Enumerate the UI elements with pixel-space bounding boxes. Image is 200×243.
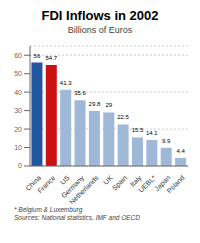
html-text:* Belgium & Luxemburg: * Belgium & Luxemburg	[14, 206, 83, 213]
svg-text:Netherlands: Netherlands	[68, 174, 100, 204]
svg-text:40: 40	[14, 89, 22, 96]
svg-text:4.4: 4.4	[176, 148, 185, 154]
svg-text:20: 20	[14, 126, 22, 133]
svg-text:30: 30	[14, 107, 22, 114]
svg-text:UK: UK	[102, 174, 114, 186]
svg-text:15.5: 15.5	[132, 127, 144, 133]
svg-text:29: 29	[105, 102, 112, 108]
svg-text:UEBL*: UEBL*	[137, 174, 157, 194]
svg-text:0: 0	[18, 162, 22, 169]
svg-text:Poland: Poland	[165, 174, 185, 194]
svg-text:56: 56	[34, 53, 41, 59]
svg-text:10: 10	[14, 144, 22, 151]
svg-text:France: France	[36, 174, 56, 194]
svg-text:41.3: 41.3	[60, 80, 72, 86]
svg-text:35.6: 35.6	[74, 90, 86, 96]
svg-text:22.5: 22.5	[117, 114, 129, 120]
svg-text:14.1: 14.1	[146, 130, 158, 136]
html-text:Sources: National statistics,: Sources: National statistics, IMF and OE…	[14, 214, 140, 221]
svg-text:54.7: 54.7	[45, 55, 57, 61]
svg-text:Spain: Spain	[111, 174, 129, 192]
svg-text:60: 60	[14, 52, 22, 59]
svg-text:9.9: 9.9	[162, 138, 171, 144]
svg-text:US: US	[59, 174, 71, 186]
html-text:Billions of Euros: Billions of Euros	[67, 25, 133, 35]
svg-text:China: China	[24, 174, 43, 192]
svg-text:50: 50	[14, 70, 22, 77]
svg-text:Japan: Japan	[153, 174, 172, 193]
html-text:FDI Inflows in 2002: FDI Inflows in 2002	[41, 8, 159, 23]
svg-text:Italy: Italy	[128, 174, 143, 188]
svg-text:29.8: 29.8	[89, 101, 101, 107]
svg-text:Germany: Germany	[59, 174, 86, 200]
